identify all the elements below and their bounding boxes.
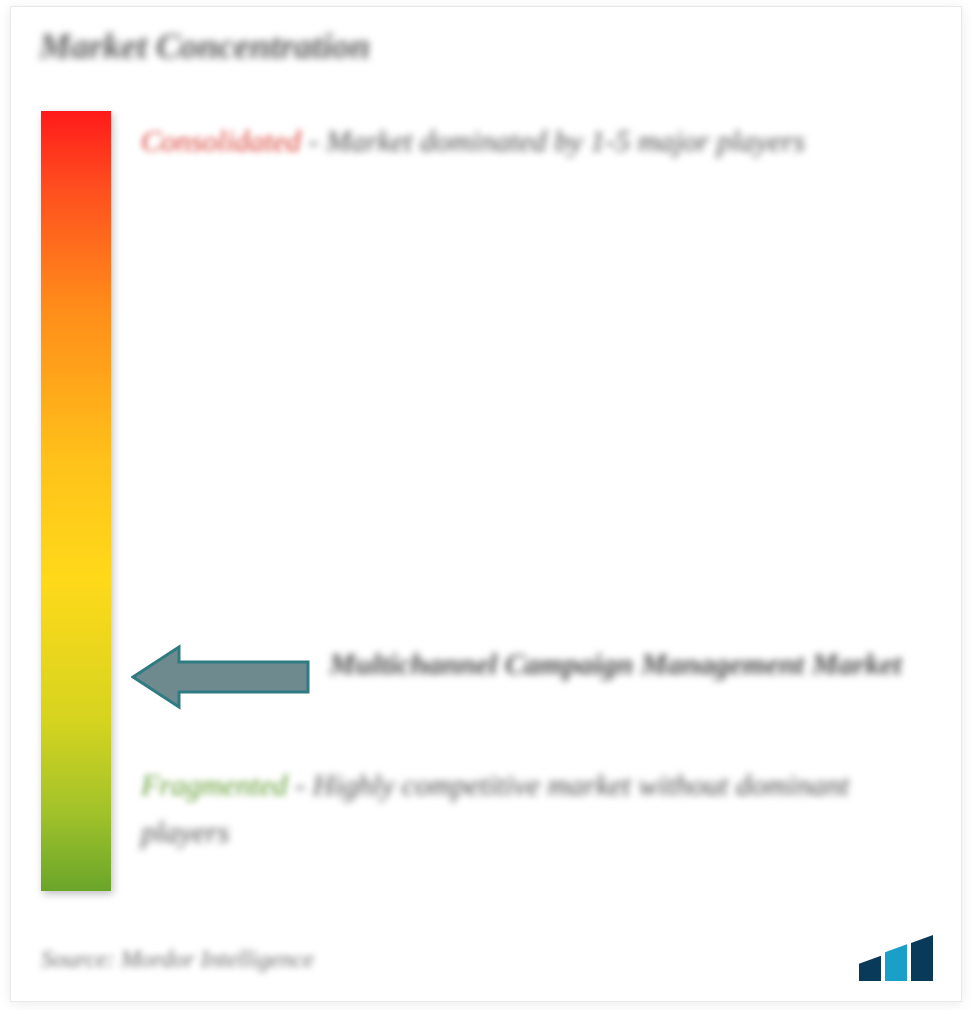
page-title: Market Concentration [39,25,370,67]
consolidated-description: Consolidated - Market dominated by 1-5 m… [141,119,921,166]
logo-icon [825,935,935,981]
fragmented-description: Fragmented - Highly competitive market w… [141,763,931,856]
consolidated-rest: - Market dominated by 1-5 major players [309,125,806,158]
market-name-label: Multichannel Campaign Management Market [329,643,939,687]
concentration-gradient-bar [41,111,111,891]
brand-logo [825,935,935,981]
consolidated-label: Consolidated [141,125,301,158]
infographic-card: Market Concentration Consolidated - Mark… [10,6,962,1002]
fragmented-label: Fragmented [141,769,288,802]
source-attribution: Source: Mordor Intelligence [41,947,314,974]
marker-arrow [131,643,311,711]
left-arrow-icon [131,643,311,711]
